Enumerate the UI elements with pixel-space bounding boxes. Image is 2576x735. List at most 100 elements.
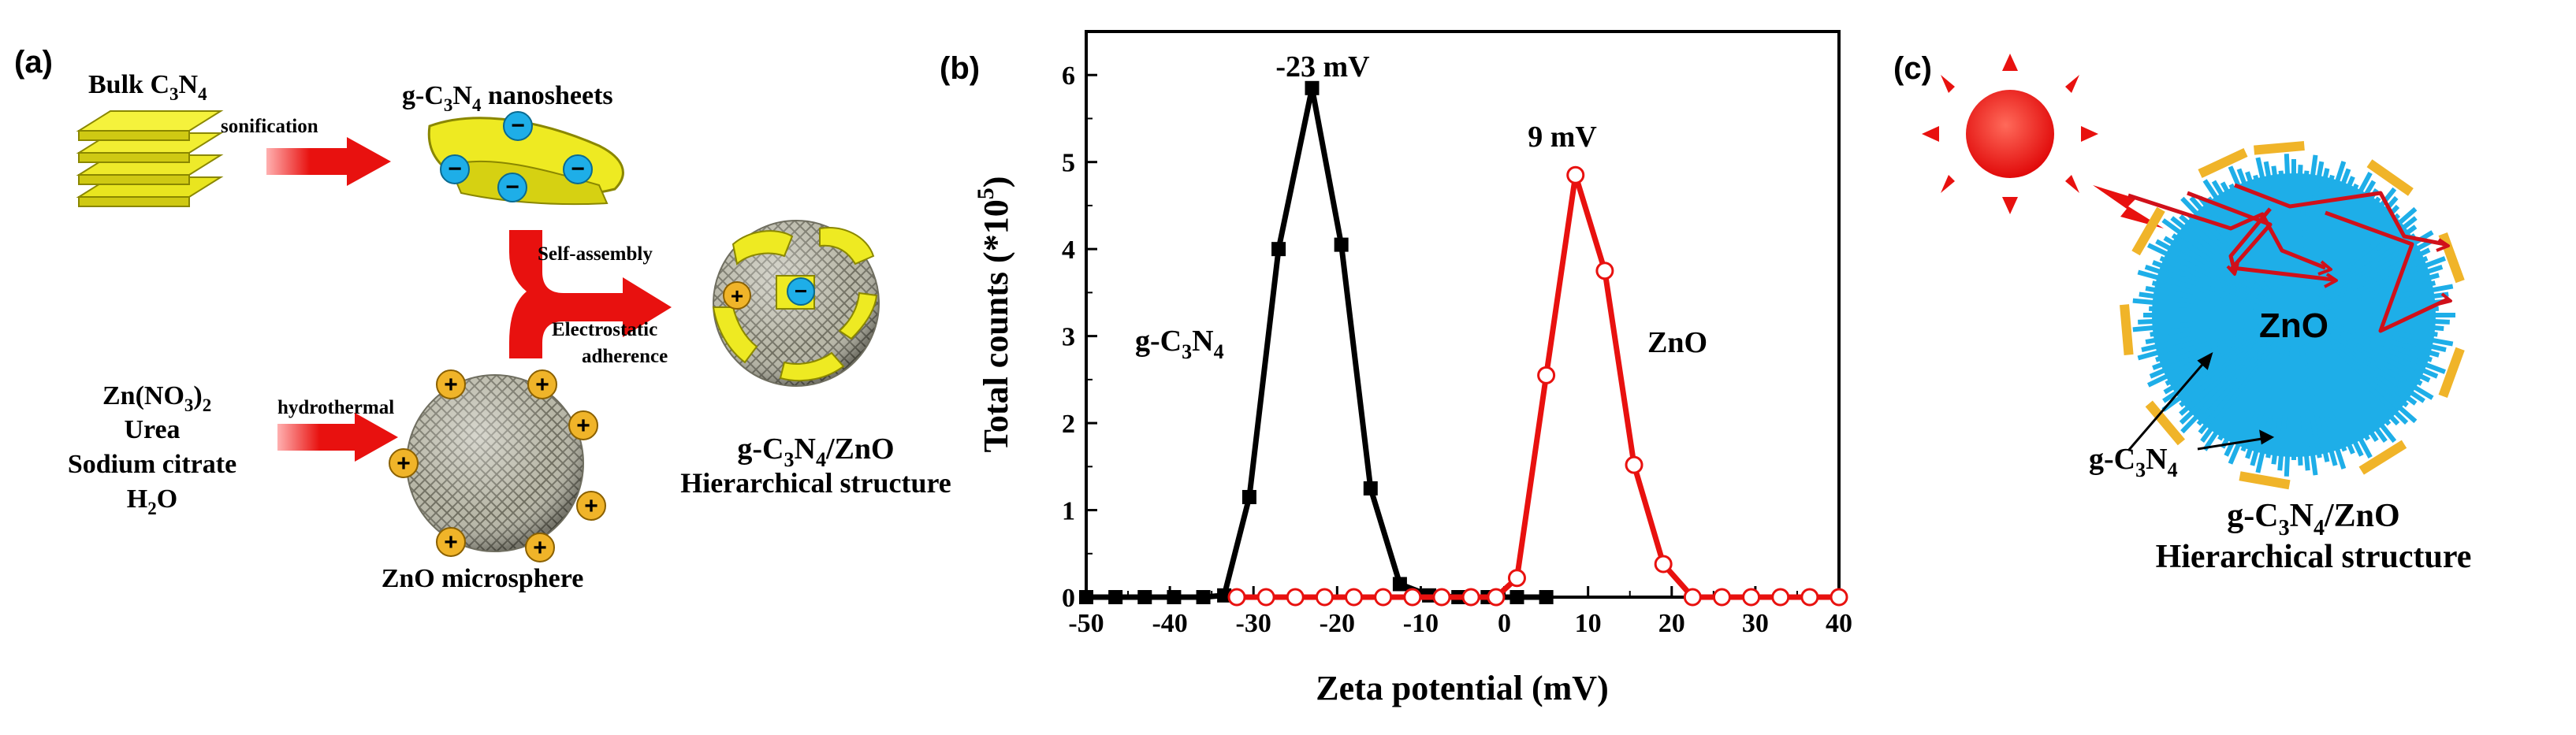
zno-nanorod [2323, 206, 2418, 291]
x-tick-label: -10 [1403, 609, 1439, 638]
data-point-g-C3N4 [1363, 481, 1378, 496]
zno-nanorod [2240, 352, 2282, 452]
zno-nanorod [2323, 340, 2418, 424]
zno-nanorod [2319, 329, 2434, 400]
data-point-g-C3N4 [1334, 237, 1349, 252]
zno-nanorod [2277, 355, 2293, 471]
svg-text:+: + [444, 372, 458, 398]
zno-nanorod [2200, 347, 2272, 443]
x-tick-label: -30 [1236, 609, 1271, 638]
zno-nanorod [2170, 216, 2264, 291]
y-tick-label: 0 [1062, 584, 1075, 613]
zno-nanorod [2141, 324, 2246, 352]
data-point-g-C3N4 [1108, 590, 1123, 604]
data-point-g-C3N4 [1509, 590, 1524, 604]
data-point-ZnO [1537, 366, 1556, 384]
bulk-c3n4-stack-icon [76, 110, 224, 207]
zno-nanorod [2311, 360, 2355, 455]
svg-text:+: + [396, 451, 411, 477]
data-point-ZnO [1800, 588, 1819, 607]
zno-nanorod [2220, 181, 2277, 280]
zno-nanorod [2284, 346, 2295, 477]
sodium-citrate-label: Sodium citrate [68, 450, 236, 479]
positive-charge-icon: + [436, 527, 466, 557]
data-point-ZnO [1507, 569, 1526, 588]
electrostatic-label: Electrostatic [552, 319, 657, 340]
data-point-ZnO [1461, 588, 1480, 607]
y-tick-label: 2 [1062, 410, 1075, 439]
x-tick-label: 0 [1498, 609, 1511, 638]
x-tick-label: 20 [1658, 609, 1685, 638]
self-assembly-arrow-icon [509, 230, 672, 358]
zno-nanorod [2139, 291, 2254, 312]
zno-nanorod [2332, 264, 2444, 305]
zno-nanorod [2336, 230, 2434, 291]
hydrothermal-label: hydrothermal [277, 397, 394, 418]
zno-nanorod [2295, 170, 2310, 265]
y-tick-label: 6 [1062, 61, 1075, 91]
zno-nanorod [2327, 204, 2400, 280]
zno-nanorod [2317, 357, 2370, 441]
svg-text:+: + [584, 493, 598, 519]
zno-nanorod [2161, 343, 2254, 412]
zno-nanorod [2161, 218, 2270, 299]
y-axis: 0 1 2 3 4 5 6 [1062, 61, 1097, 613]
zno-nanorod [2304, 161, 2347, 277]
hierarchical-label: Hierarchical structure [680, 467, 951, 499]
zno-nanorod [2228, 360, 2276, 465]
positive-charge-icon: + [389, 448, 419, 478]
y-tick-label: 4 [1062, 236, 1075, 265]
composite-label: g-C3N4/ZnO [737, 432, 894, 471]
data-point-g-C3N4 [1539, 590, 1554, 604]
data-point-ZnO [1403, 588, 1422, 607]
series-line-ZnO [1237, 172, 1839, 600]
zno-nanorod [2295, 154, 2318, 284]
zno-nanorod [2144, 264, 2247, 303]
water-label: H2O [127, 484, 177, 518]
x-axis-label: Zeta potential (mV) [1316, 669, 1609, 707]
zno-nanorod [2202, 340, 2279, 451]
zno-nanorod [2132, 317, 2244, 332]
x-tick-label: -50 [1068, 609, 1104, 638]
gcn-platelet [2366, 159, 2414, 196]
zno-nanorod [2326, 233, 2417, 295]
data-point-g-C3N4 [1167, 590, 1182, 604]
svg-text:−: − [511, 113, 525, 139]
zno-nanorod [2334, 314, 2450, 325]
gcn-label: g-C3N4 [2089, 443, 2178, 481]
data-point-g-C3N4 [1217, 588, 1232, 603]
zno-nanorod [2278, 170, 2293, 275]
gcn-platelet [2145, 400, 2185, 446]
negative-charge-icon: − [440, 154, 470, 184]
composite-sphere-icon: − + [712, 220, 880, 387]
peak-label-zno: 9 mV [1528, 121, 1597, 154]
light-rays-icon [2127, 183, 2452, 333]
zno-microsphere-label: ZnO microsphere [382, 564, 584, 593]
adherence-label: adherence [582, 346, 668, 367]
zno-microsphere-icon [406, 374, 584, 552]
zno-nanorod [2343, 291, 2449, 311]
x-tick-label: -20 [1320, 609, 1355, 638]
data-point-ZnO [1712, 588, 1731, 607]
zno-nanorod [2309, 183, 2359, 280]
x-tick-label: 40 [1826, 609, 1852, 638]
zno-nanorod [2328, 348, 2409, 425]
zno-nanorod [2305, 362, 2338, 466]
gcn-pointer-lines [2127, 351, 2275, 451]
negative-charge-icon: − [497, 173, 527, 202]
data-point-g-C3N4 [1196, 590, 1211, 604]
gcn-platelet [2438, 347, 2465, 398]
zno-nanorod [2150, 318, 2254, 337]
series-label-gcn: g-C3N4 [1135, 325, 1224, 363]
data-point-g-C3N4 [1392, 577, 1407, 592]
x-tick-label: 30 [1742, 609, 1769, 638]
zno-nanorod [2311, 187, 2397, 292]
data-point-ZnO [1566, 165, 1585, 184]
positive-charge-icons: + + + + + + + [389, 369, 606, 562]
zno-nanorod [2309, 168, 2351, 269]
zno-nanorod [2149, 306, 2244, 316]
positive-charge-icon: + [568, 410, 598, 440]
svg-text:+: + [576, 413, 590, 439]
data-point-g-C3N4 [1137, 590, 1152, 604]
panel-c-label: (c) [1893, 51, 1932, 86]
